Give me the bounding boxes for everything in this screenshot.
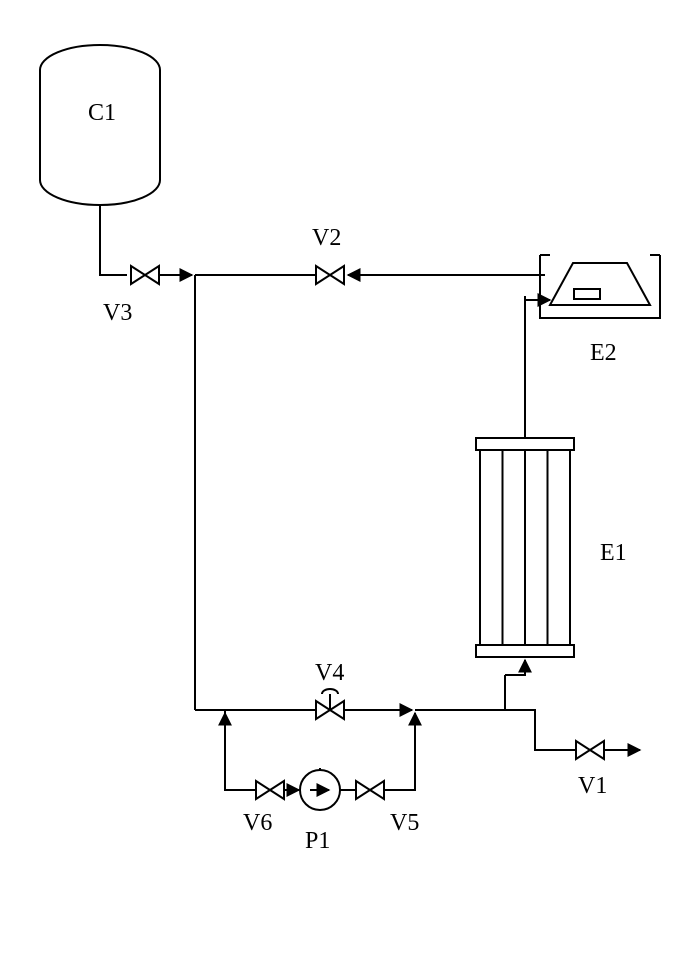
tank-c1-label: C1 <box>88 100 116 126</box>
valve-v2 <box>316 266 344 284</box>
valve-v6 <box>256 781 284 799</box>
equipment-e2 <box>540 255 660 318</box>
valve-v5 <box>356 781 384 799</box>
valve-v6-label: V6 <box>243 810 272 836</box>
valve-v1 <box>576 741 604 759</box>
valve-v5-label: V5 <box>390 810 419 836</box>
valve-v4 <box>316 689 344 719</box>
valve-v3-label: V3 <box>103 300 132 326</box>
equipment-e2-label: E2 <box>590 340 617 366</box>
valve-v3 <box>131 266 159 284</box>
pump-p1-label: P1 <box>305 828 330 854</box>
valve-v4-label: V4 <box>315 660 344 686</box>
equipment-e1 <box>476 438 574 657</box>
equipment-e1-label: E1 <box>600 540 627 566</box>
pump-p1 <box>300 768 340 810</box>
pid-diagram: C1 E1 E2 P1 V1 V2 V3 V4 V5 V6 <box>0 0 696 959</box>
valve-v2-label: V2 <box>312 225 341 251</box>
valve-v1-label: V1 <box>578 773 607 799</box>
